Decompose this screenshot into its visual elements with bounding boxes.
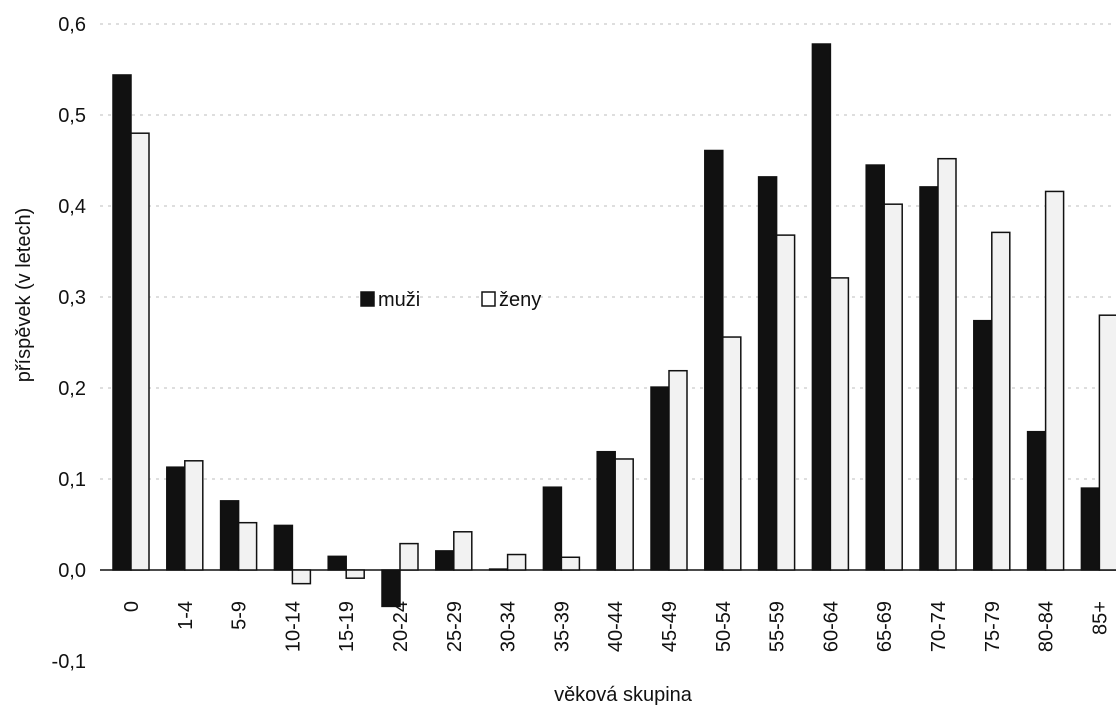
bar-muzi <box>650 386 670 571</box>
bar-zeny <box>130 132 150 571</box>
y-tick-label: 0,2 <box>58 378 86 400</box>
bar-muzi <box>919 186 939 571</box>
x-tick-label: 80-84 <box>1036 601 1058 652</box>
bar-muzi <box>381 569 401 608</box>
bar-zeny <box>991 231 1011 571</box>
x-tick-label: 35-39 <box>551 601 573 652</box>
bar-zeny <box>668 369 688 571</box>
bar-muzi <box>166 466 186 571</box>
x-tick-label: 75-79 <box>982 601 1004 652</box>
x-tick-label: 70-74 <box>928 601 950 652</box>
bar-muzi <box>865 164 885 571</box>
bar-muzi <box>219 500 240 571</box>
bar-muzi <box>488 568 509 571</box>
x-tick-label: 50-54 <box>713 601 735 652</box>
y-tick-label: 0,3 <box>58 287 86 309</box>
x-tick-label: 20-24 <box>390 601 412 652</box>
bar-muzi <box>757 176 778 571</box>
bar-zeny <box>1098 314 1116 571</box>
x-tick-label: 1-4 <box>175 601 197 630</box>
bar-zeny <box>184 460 204 571</box>
bar-zeny <box>291 569 312 585</box>
bar-zeny <box>775 234 796 571</box>
bar-zeny <box>506 553 527 571</box>
x-tick-label: 40-44 <box>605 601 627 652</box>
x-tick-label: 0 <box>121 601 143 612</box>
bar-muzi <box>435 550 455 571</box>
bar-zeny <box>937 157 957 571</box>
x-tick-label: 5-9 <box>229 601 251 630</box>
y-tick-label: 0,1 <box>58 469 86 491</box>
x-tick-label: 10-14 <box>282 601 304 652</box>
bar-muzi <box>327 555 347 571</box>
bar-zeny <box>1044 190 1065 571</box>
bar-zeny <box>560 556 581 571</box>
x-tick-label: 85+ <box>1089 601 1111 635</box>
legend-label: ženy <box>499 289 541 311</box>
y-tick-label: 0,5 <box>58 105 86 127</box>
bar-zeny <box>237 521 258 571</box>
bar-muzi <box>542 486 563 571</box>
bar-muzi <box>811 43 832 571</box>
bar-zeny <box>883 203 903 571</box>
bar-zeny <box>829 277 850 571</box>
bar-muzi <box>596 450 616 571</box>
y-tick-label: 0,6 <box>58 14 86 36</box>
bar-muzi <box>1026 430 1047 571</box>
x-tick-label: 25-29 <box>444 601 466 652</box>
bar-zeny <box>614 458 634 571</box>
y-axis-title: příspěvek (v letech) <box>13 208 35 383</box>
bar-muzi <box>112 74 132 571</box>
legend-swatch <box>360 291 375 307</box>
x-axis-title: věková skupina <box>554 684 693 706</box>
x-tick-label: 30-34 <box>498 601 520 652</box>
bar-muzi <box>973 319 993 571</box>
bar-zeny <box>345 569 365 579</box>
x-tick-label: 60-64 <box>820 601 842 652</box>
x-tick-label: 55-59 <box>767 601 789 652</box>
y-tick-label: -0,1 <box>52 651 86 673</box>
x-tick-label: 45-49 <box>659 601 681 652</box>
legend: muži ženy <box>360 289 541 311</box>
x-axis: 0 1-4 5-9 10-14 15-19 20-24 25-29 30-34 35-39 40-… <box>121 601 1111 652</box>
bar-zeny <box>399 542 419 571</box>
bar-muzi <box>704 149 724 571</box>
legend-swatch <box>481 291 496 307</box>
y-tick-label: 0,0 <box>58 560 86 582</box>
bar-zeny <box>453 531 473 571</box>
bar-muzi <box>273 524 294 571</box>
legend-label: muži <box>378 289 420 311</box>
y-tick-label: 0,4 <box>58 196 86 218</box>
x-tick-label: 65-69 <box>874 601 896 652</box>
y-axis: -0,1 0,0 0,1 0,2 0,3 0,4 0,5 0,6 <box>52 14 86 673</box>
bars <box>112 43 1116 608</box>
bar-muzi <box>1080 487 1101 571</box>
x-tick-label: 15-19 <box>336 601 358 652</box>
bar-zeny <box>722 336 742 571</box>
